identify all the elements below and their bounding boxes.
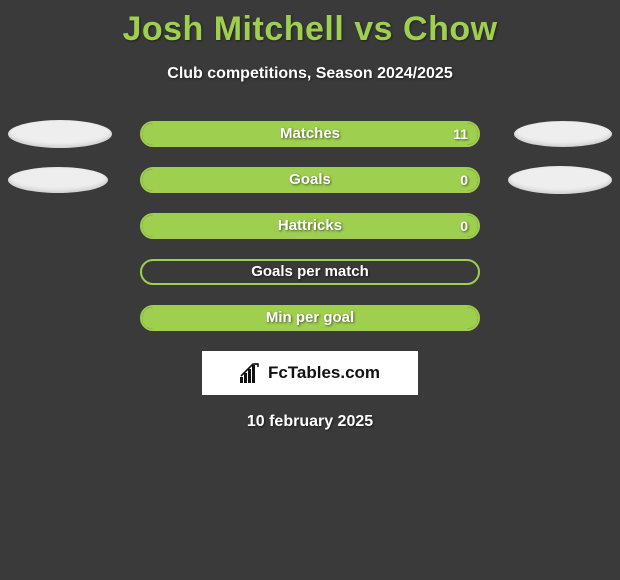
logo-text: FcTables.com <box>268 363 380 383</box>
stat-bar: Goals0 <box>140 167 480 193</box>
right-ellipse <box>514 121 612 147</box>
logo-box: FcTables.com <box>202 351 418 395</box>
fctables-logo-icon <box>240 363 262 383</box>
comparison-rows: Matches11 Goals0 Hattricks0 Goals per match… <box>0 121 620 331</box>
stat-bar: Matches11 <box>140 121 480 147</box>
stat-row: Goals per match <box>0 259 620 285</box>
stat-bar: Min per goal <box>140 305 480 331</box>
subtitle: Club competitions, Season 2024/2025 <box>0 65 620 83</box>
stat-bar-fill <box>142 307 478 329</box>
left-ellipse <box>8 167 108 193</box>
stat-bar-fill <box>142 215 478 237</box>
date-text: 10 february 2025 <box>0 413 620 431</box>
right-ellipse <box>508 166 612 194</box>
stat-row: Hattricks0 <box>0 213 620 239</box>
stat-row: Min per goal <box>0 305 620 331</box>
stat-bar-fill <box>142 123 478 145</box>
stat-bar: Hattricks0 <box>140 213 480 239</box>
left-ellipse <box>8 120 112 148</box>
stat-bar-fill <box>142 169 478 191</box>
stat-bar: Goals per match <box>140 259 480 285</box>
stat-label: Goals per match <box>142 261 478 283</box>
page-title: Josh Mitchell vs Chow <box>0 0 620 49</box>
stat-row: Matches11 <box>0 121 620 147</box>
stat-row: Goals0 <box>0 167 620 193</box>
